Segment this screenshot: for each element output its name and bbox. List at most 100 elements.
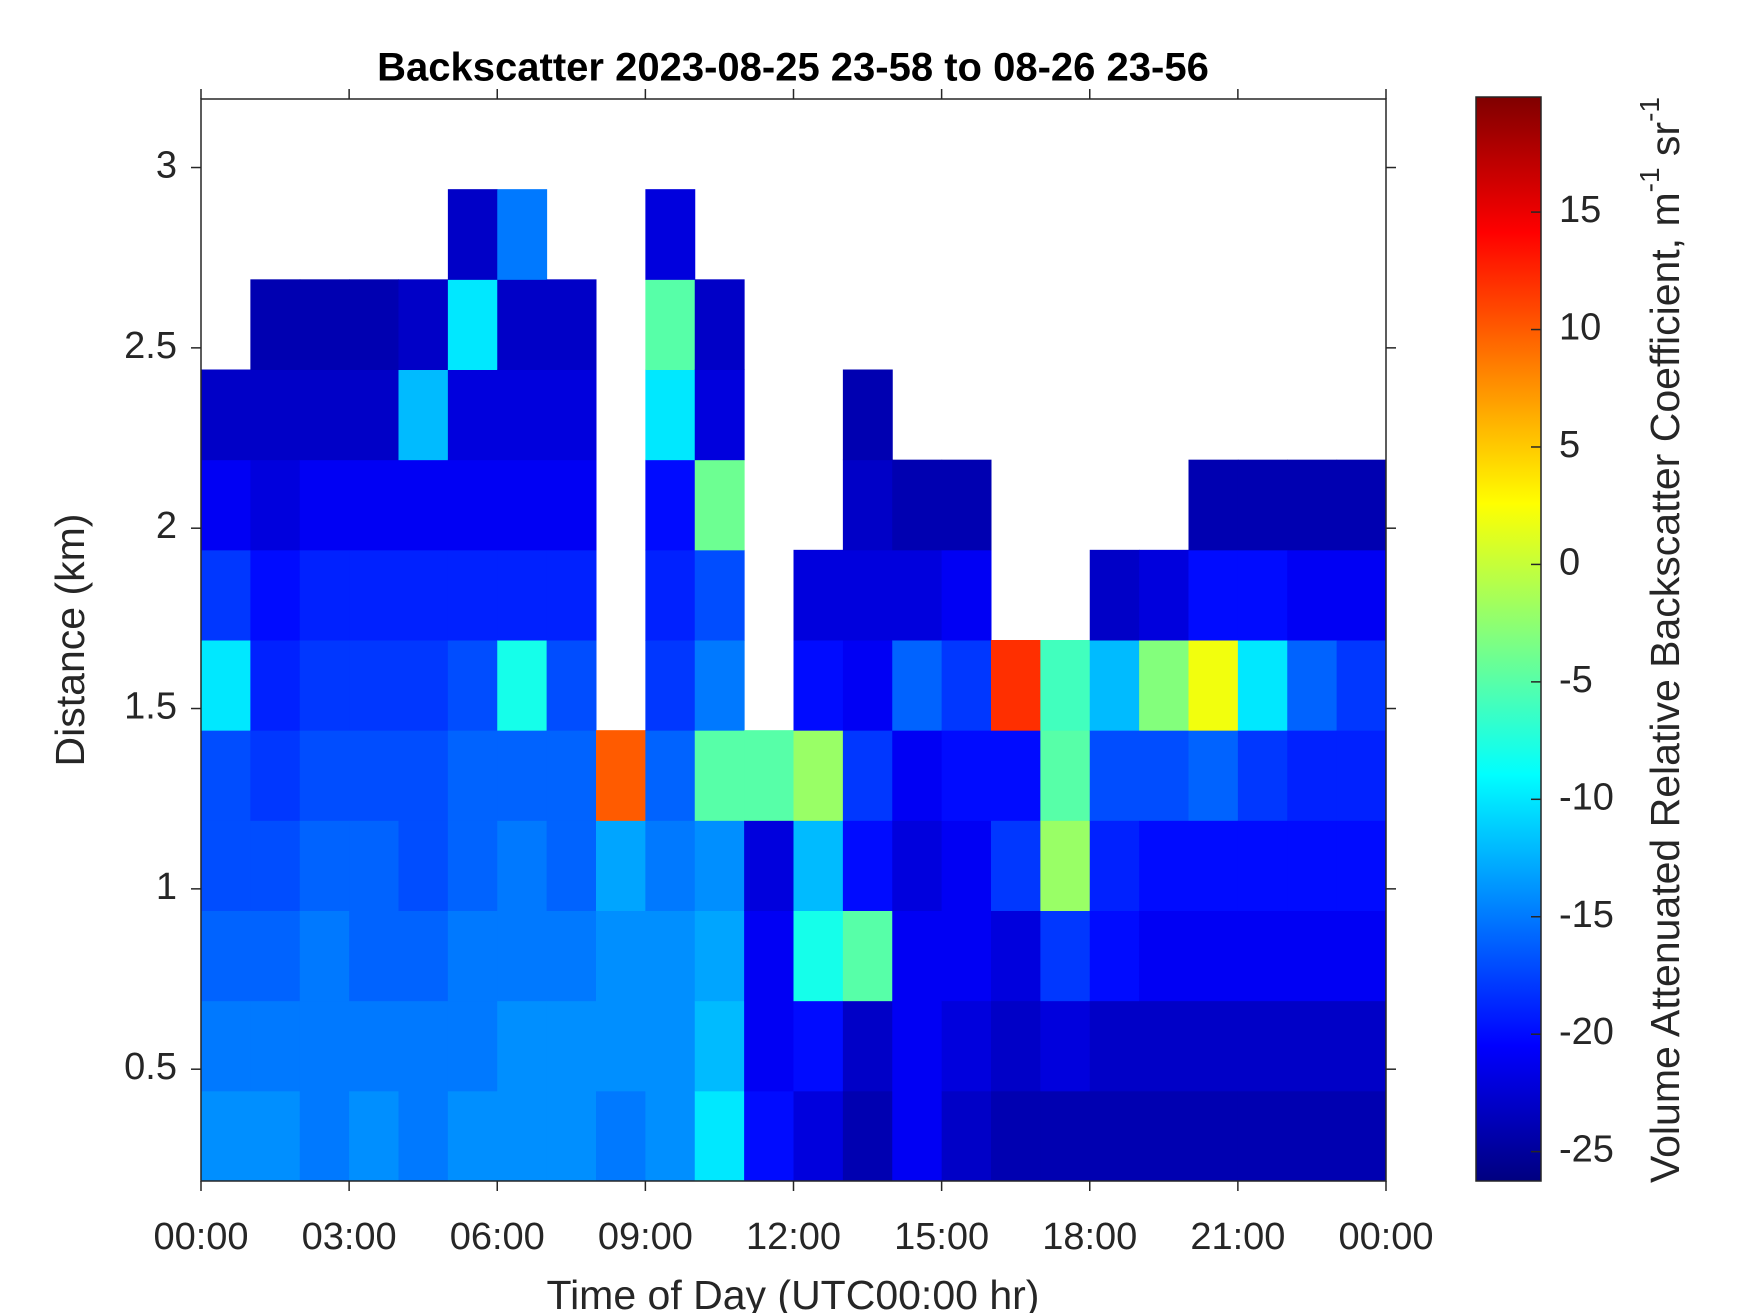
heatmap-cell [1040,640,1091,731]
heatmap-cell [1040,910,1091,1002]
heatmap-cell [892,820,943,911]
heatmap-cell [1139,820,1189,911]
heatmap-cell [1237,820,1288,911]
heatmap-cell [447,910,498,1002]
heatmap-cell [1237,459,1288,551]
heatmap-cell [1336,820,1387,911]
heatmap-cell [201,910,251,1002]
heatmap-cell [793,820,844,911]
colorbar-label-exp: -1 [1634,167,1665,192]
colorbar-tick-label: -5 [1559,659,1593,701]
y-tick-label: 3 [156,145,177,187]
heatmap-cell [941,910,992,1002]
heatmap-cell [645,1090,696,1182]
heatmap-cell [694,1090,745,1182]
heatmap-cell [299,910,350,1002]
heatmap-cell [892,640,943,731]
heatmap-cell [1336,730,1387,821]
heatmap-cell [793,1090,844,1182]
heatmap-cell [250,279,301,370]
heatmap-cell [645,279,696,370]
heatmap-cell [398,910,449,1002]
heatmap-cell [497,549,548,641]
heatmap-cell [497,459,548,551]
heatmap-cell [299,1090,350,1182]
heatmap-cell [447,369,498,461]
heatmap-cell [546,820,597,911]
heatmap-cell [694,730,745,821]
heatmap-cell [398,549,449,641]
heatmap-cell [349,1000,399,1092]
heatmap-cell [991,910,1041,1002]
x-tick-label: 03:00 [302,1216,397,1258]
heatmap-cell [1287,640,1338,731]
heatmap-cell [1040,1000,1091,1092]
x-tick-label: 00:00 [153,1216,248,1258]
heatmap-cell [250,730,301,821]
heatmap-cell [447,1090,498,1182]
heatmap-cell [398,459,449,551]
heatmap-cell [349,820,399,911]
heatmap-cell [941,1090,992,1182]
heatmap-cell [1040,820,1091,911]
heatmap-cell [842,730,893,821]
heatmap-cell [497,1090,548,1182]
colorbar [1475,96,1542,1182]
heatmap-cell [991,820,1041,911]
heatmap-cell [546,459,597,551]
heatmap-cell [250,1090,301,1182]
heatmap-cell [546,1090,597,1182]
heatmap-cell [596,820,646,911]
heatmap-cell [1188,549,1239,641]
heatmap-cell [349,459,399,551]
heatmap-cell [1237,910,1288,1002]
heatmap-cell [546,910,597,1002]
heatmap-cell [1139,1000,1189,1092]
heatmap-cell [201,640,251,731]
heatmap-cell [1237,640,1288,731]
heatmap-cell [1188,820,1239,911]
heatmap-cell [398,369,449,461]
heatmap-cell [447,820,498,911]
heatmap-cell [250,910,301,1002]
heatmap-cell [1287,730,1338,821]
y-tick-label: 2 [156,505,177,547]
heatmap-cell [694,640,745,731]
heatmap-cell [645,549,696,641]
heatmap-cell [1336,549,1387,641]
heatmap-cell [546,549,597,641]
heatmap-cell [546,730,597,821]
colorbar-label-text: Volume Attenuated Relative Backscatter C… [1642,192,1688,1183]
heatmap-cell [694,369,745,461]
heatmap-cell [842,820,893,911]
heatmap-cell [1139,549,1189,641]
heatmap-cell [1336,1090,1387,1182]
heatmap-cell [299,459,350,551]
heatmap-cell [892,1090,943,1182]
heatmap-cell [1188,640,1239,731]
heatmap-cell [842,640,893,731]
heatmap-cell [991,730,1041,821]
heatmap-cell [497,369,548,461]
heatmap-cell [842,1090,893,1182]
heatmap-cell [596,910,646,1002]
heatmap-cell [645,369,696,461]
heatmap-cell [497,189,548,280]
heatmap-cell [201,369,251,461]
y-axis-label: Distance (km) [47,514,93,767]
heatmap-cell [744,1000,794,1092]
heatmap-cell [250,640,301,731]
heatmap-cell [645,910,696,1002]
heatmap-cell [1089,910,1140,1002]
heatmap-cell [497,1000,548,1092]
heatmap-cell [1237,1090,1288,1182]
heatmap-cell [892,1000,943,1092]
heatmap-cell [1188,1090,1239,1182]
heatmap-cell [201,820,251,911]
heatmap-cell [793,730,844,821]
heatmap-cell [842,1000,893,1092]
heatmap-cell [694,1000,745,1092]
heatmap-cell [941,820,992,911]
heatmap-cell [1287,1000,1338,1092]
